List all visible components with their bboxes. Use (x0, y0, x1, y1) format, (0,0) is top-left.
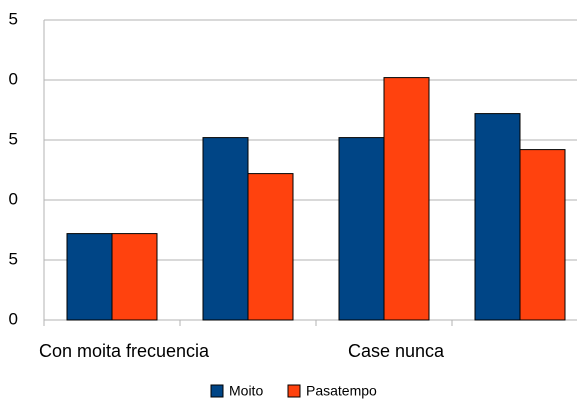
x-tick-label: Case nunca (348, 341, 445, 361)
bar (247, 173, 294, 321)
bar (383, 77, 430, 321)
bar (519, 149, 566, 321)
y-tick-label: 0 (9, 189, 18, 208)
legend-label: Pasatempo (306, 383, 377, 399)
legend-swatch (210, 384, 224, 398)
y-tick-label: 5 (9, 129, 18, 148)
legend-label: Moito (229, 383, 263, 399)
bar (111, 233, 158, 321)
bar (66, 233, 113, 321)
x-tick-label: Con moita frecuencia (39, 341, 210, 361)
y-tick-label: 0 (9, 69, 18, 88)
bar (338, 137, 385, 321)
legend-swatch (287, 384, 301, 398)
bar (202, 137, 249, 321)
bar (474, 113, 521, 321)
y-tick-label: 5 (9, 9, 18, 28)
y-tick-label: 5 (9, 249, 18, 268)
y-tick-label: 0 (9, 309, 18, 328)
